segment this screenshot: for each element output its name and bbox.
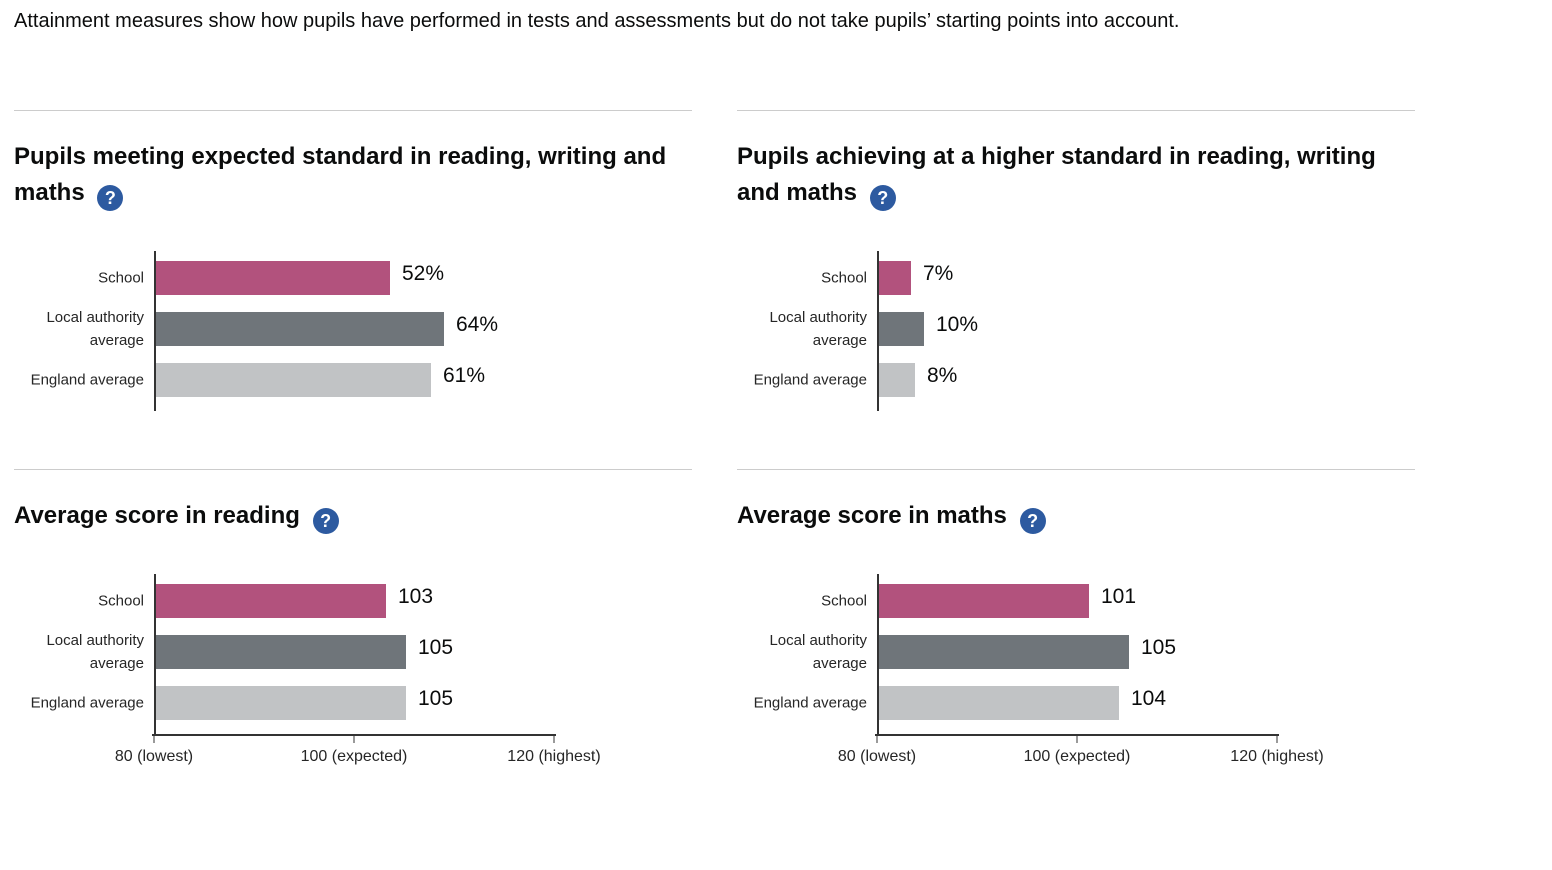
plot-area: School 52% Local authority average 64% Engla… [31, 251, 614, 411]
help-question-icon[interactable]: ? [869, 185, 896, 211]
axis-tick [353, 736, 355, 743]
axis-baseline [875, 734, 1279, 736]
bar-school [879, 584, 1089, 618]
charts-grid: Pupils meeting expected standard in read… [14, 110, 1415, 780]
category-label: England average [30, 694, 144, 712]
axis-tick-label: 80 (lowest) [837, 748, 917, 765]
chart-row-england-average: England average 61% [31, 363, 614, 397]
axis-baseline [152, 734, 556, 736]
axis-tick [876, 736, 878, 743]
axis-tick-label: 80 (lowest) [114, 748, 194, 765]
chart-row-local-authority-average: Local authority average 105 [46, 632, 614, 672]
bar-local-authority-average [879, 312, 924, 346]
axis-tick [553, 736, 555, 743]
bar-value-label: 101 [1101, 585, 1137, 608]
chart-title-text: Pupils achieving at a higher standard in… [737, 143, 1376, 206]
bar-value-label: 52% [402, 262, 445, 285]
bar-value-label: 103 [398, 585, 434, 608]
bar-chart-higher-standard: School 7% Local authority average 10% Englan… [754, 251, 1415, 411]
bar-chart-expected-standard: School 52% Local authority average 64% Engla… [31, 251, 692, 411]
plot-area: School 7% Local authority average 10% Englan… [754, 251, 1337, 411]
help-question-icon[interactable]: ? [1019, 508, 1046, 534]
chart-row-school: School 101 [821, 584, 1337, 618]
axis-tick-label: 100 (expected) [1023, 748, 1131, 765]
intro-text: Attainment measures show how pupils have… [14, 10, 1180, 32]
chart-row-school: School 103 [98, 584, 614, 618]
card-higher-standard: Pupils achieving at a higher standard in… [737, 110, 1415, 469]
bar-england-average [156, 363, 431, 397]
bar-value-label: 104 [1131, 687, 1167, 710]
chart-row-school: School 52% [98, 261, 614, 295]
chart-row-england-average: England average 104 [754, 686, 1337, 720]
help-question-icon[interactable]: ? [312, 508, 339, 534]
chart-row-england-average: England average 105 [31, 686, 614, 720]
help-question-icon[interactable]: ? [97, 185, 124, 211]
category-label: Local authority average [46, 309, 144, 349]
category-label: School [821, 269, 867, 287]
category-label: England average [753, 694, 867, 712]
category-label: Local authority average [769, 309, 867, 349]
bar-chart-maths-score: School 101 Local authority average 105 Engla… [754, 574, 1415, 780]
bar-value-label: 105 [418, 687, 454, 710]
chart-row-local-authority-average: Local authority average 105 [769, 632, 1337, 672]
category-label: School [98, 592, 144, 610]
bar-england-average [879, 686, 1119, 720]
plot-area: School 103 Local authority average 105 Engla… [31, 574, 614, 734]
bar-england-average [879, 363, 915, 397]
bar-local-authority-average [156, 312, 444, 346]
category-label: England average [753, 371, 867, 389]
axis-tick-label: 120 (highest) [1230, 748, 1324, 765]
bar-value-label: 7% [923, 262, 954, 285]
bar-value-label: 8% [927, 364, 958, 387]
chart-title-text: Pupils meeting expected standard in read… [14, 143, 667, 206]
axis-tick [153, 736, 155, 743]
bar-value-label: 105 [418, 636, 454, 659]
axis-tick-label: 120 (highest) [507, 748, 601, 765]
card-average-score-maths: Average score in maths ? School 101 Local … [737, 469, 1415, 780]
axis-tick [1276, 736, 1278, 743]
chart-title-higher-standard: Pupils achieving at a higher standard in… [737, 139, 1415, 211]
bar-england-average [156, 686, 406, 720]
axis-tick-label: 100 (expected) [300, 748, 408, 765]
chart-title-expected-standard: Pupils meeting expected standard in read… [14, 139, 692, 211]
card-expected-standard: Pupils meeting expected standard in read… [14, 110, 692, 469]
bar-school [156, 584, 386, 618]
bar-value-label: 10% [936, 313, 979, 336]
bar-value-label: 105 [1141, 636, 1177, 659]
bar-school [156, 261, 390, 295]
category-label: England average [30, 371, 144, 389]
category-label: Local authority average [46, 632, 144, 672]
chart-title-text: Average score in reading [14, 502, 300, 529]
category-label: School [98, 269, 144, 287]
plot-area: School 101 Local authority average 105 Engla… [754, 574, 1337, 734]
chart-row-england-average: England average 8% [754, 363, 1337, 397]
bar-value-label: 64% [456, 313, 499, 336]
axis-tick [1076, 736, 1078, 743]
bar-school [879, 261, 911, 295]
bar-chart-reading-score: School 103 Local authority average 105 Engla… [31, 574, 692, 780]
chart-title-maths-score: Average score in maths ? [737, 498, 1415, 534]
page-content: Attainment measures show how pupils have… [14, 10, 1415, 780]
chart-row-local-authority-average: Local authority average 10% [769, 309, 1337, 349]
bar-local-authority-average [879, 635, 1129, 669]
chart-title-text: Average score in maths [737, 502, 1007, 529]
x-axis: 80 (lowest) 100 (expected) 120 (highest) [115, 734, 692, 780]
chart-row-school: School 7% [821, 261, 1337, 295]
chart-title-reading-score: Average score in reading ? [14, 498, 692, 534]
bar-local-authority-average [156, 635, 406, 669]
category-label: School [821, 592, 867, 610]
bar-value-label: 61% [443, 364, 486, 387]
card-average-score-reading: Average score in reading ? School 103 Loca… [14, 469, 692, 780]
category-label: Local authority average [769, 632, 867, 672]
x-axis: 80 (lowest) 100 (expected) 120 (highest) [838, 734, 1415, 780]
chart-row-local-authority-average: Local authority average 64% [46, 309, 614, 349]
